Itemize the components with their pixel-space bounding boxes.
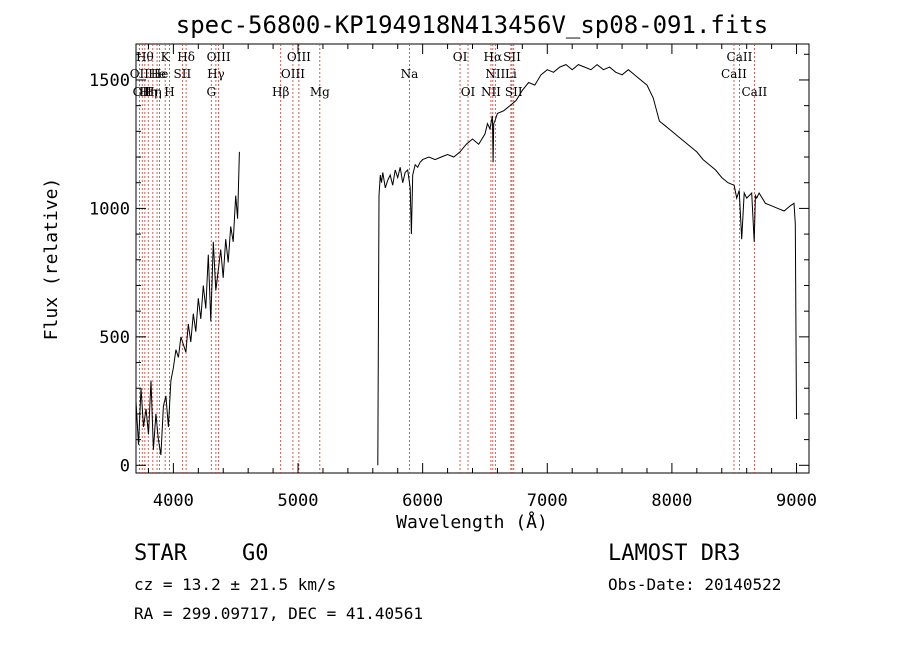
emission-line-label: OII [130,67,150,81]
y-tick-label: 1500 [89,71,130,91]
emission-line-label: CaII [727,50,753,64]
redshift-info: cz = 13.2 ± 21.5 km/s [134,575,336,594]
emission-line-label: K [161,50,171,64]
emission-line-label: NII [485,67,505,81]
plot-frame-rect [135,43,810,474]
plot-frame [135,43,810,474]
axis-ticks [136,44,809,473]
emission-line-label: NII [481,85,501,99]
y-tick-label: 1000 [89,199,130,219]
x-tick-label: 5000 [278,491,319,511]
emission-line-label: SII [503,50,521,64]
emission-line-label: Hδ [177,50,195,64]
object-subclass: G0 [242,541,269,566]
emission-line-label: Hη [139,85,157,99]
emission-line-label: Hη [144,85,162,99]
survey-name: LAMOST DR3 [608,541,740,566]
emission-line-label: Na [401,67,419,81]
emission-line-label: Hθ [136,50,154,64]
axis-tick-labels: 4000 5000 6000 7000 8000 9000 0 500 1000 1500 [89,71,817,511]
emission-line-label: OI [461,85,476,99]
emission-line-label: CaII [721,67,747,81]
emission-line-label: Hα [484,50,503,64]
emission-line-label: Li [505,67,517,81]
emission-line-label: OII [133,85,153,99]
emission-line-label: SII [174,67,192,81]
spectrum-series [135,63,797,466]
emission-line-label: G [206,85,216,99]
emission-line-label: OIII [287,50,311,64]
emission-line-label: H [164,85,174,99]
emission-line-label: SII [505,85,523,99]
emission-line-label: Hγ [207,67,225,81]
emission-line-label: CaII [741,85,767,99]
x-tick-label: 6000 [402,491,443,511]
emission-line-label: He [148,67,166,81]
chart-title: spec-56800-KP194918N413456V_sp08-091.fit… [176,11,768,39]
emission-line-label: Mg [310,85,330,99]
x-tick-label: 8000 [651,491,692,511]
emission-line-label: Hβ [272,85,289,99]
spectrum-line [377,63,797,466]
coordinates: RA = 299.09717, DEC = 41.40561 [134,604,423,623]
emission-line-label: He [151,67,169,81]
observation-date: Obs-Date: 20140522 [608,575,781,594]
y-tick-label: 500 [99,328,130,348]
emission-line-label: OIII [207,50,231,64]
emission-line-labels: OIIOIIHθHηHηHeHeKHSIIHδGHγOIIIHβOIIIOIII… [130,50,768,99]
emission-line-label: OI [453,50,468,64]
x-tick-label: 9000 [776,491,817,511]
x-axis-label: Wavelength (Å) [396,511,548,533]
x-tick-label: 4000 [153,491,194,511]
emission-line-markers [138,44,755,473]
x-tick-label: 7000 [527,491,568,511]
object-type: STAR [134,541,188,566]
emission-line-label: OIII [281,67,305,81]
y-tick-label: 0 [120,456,130,476]
spectrum-line [135,151,240,456]
y-axis-label: Flux (relative) [41,178,62,341]
